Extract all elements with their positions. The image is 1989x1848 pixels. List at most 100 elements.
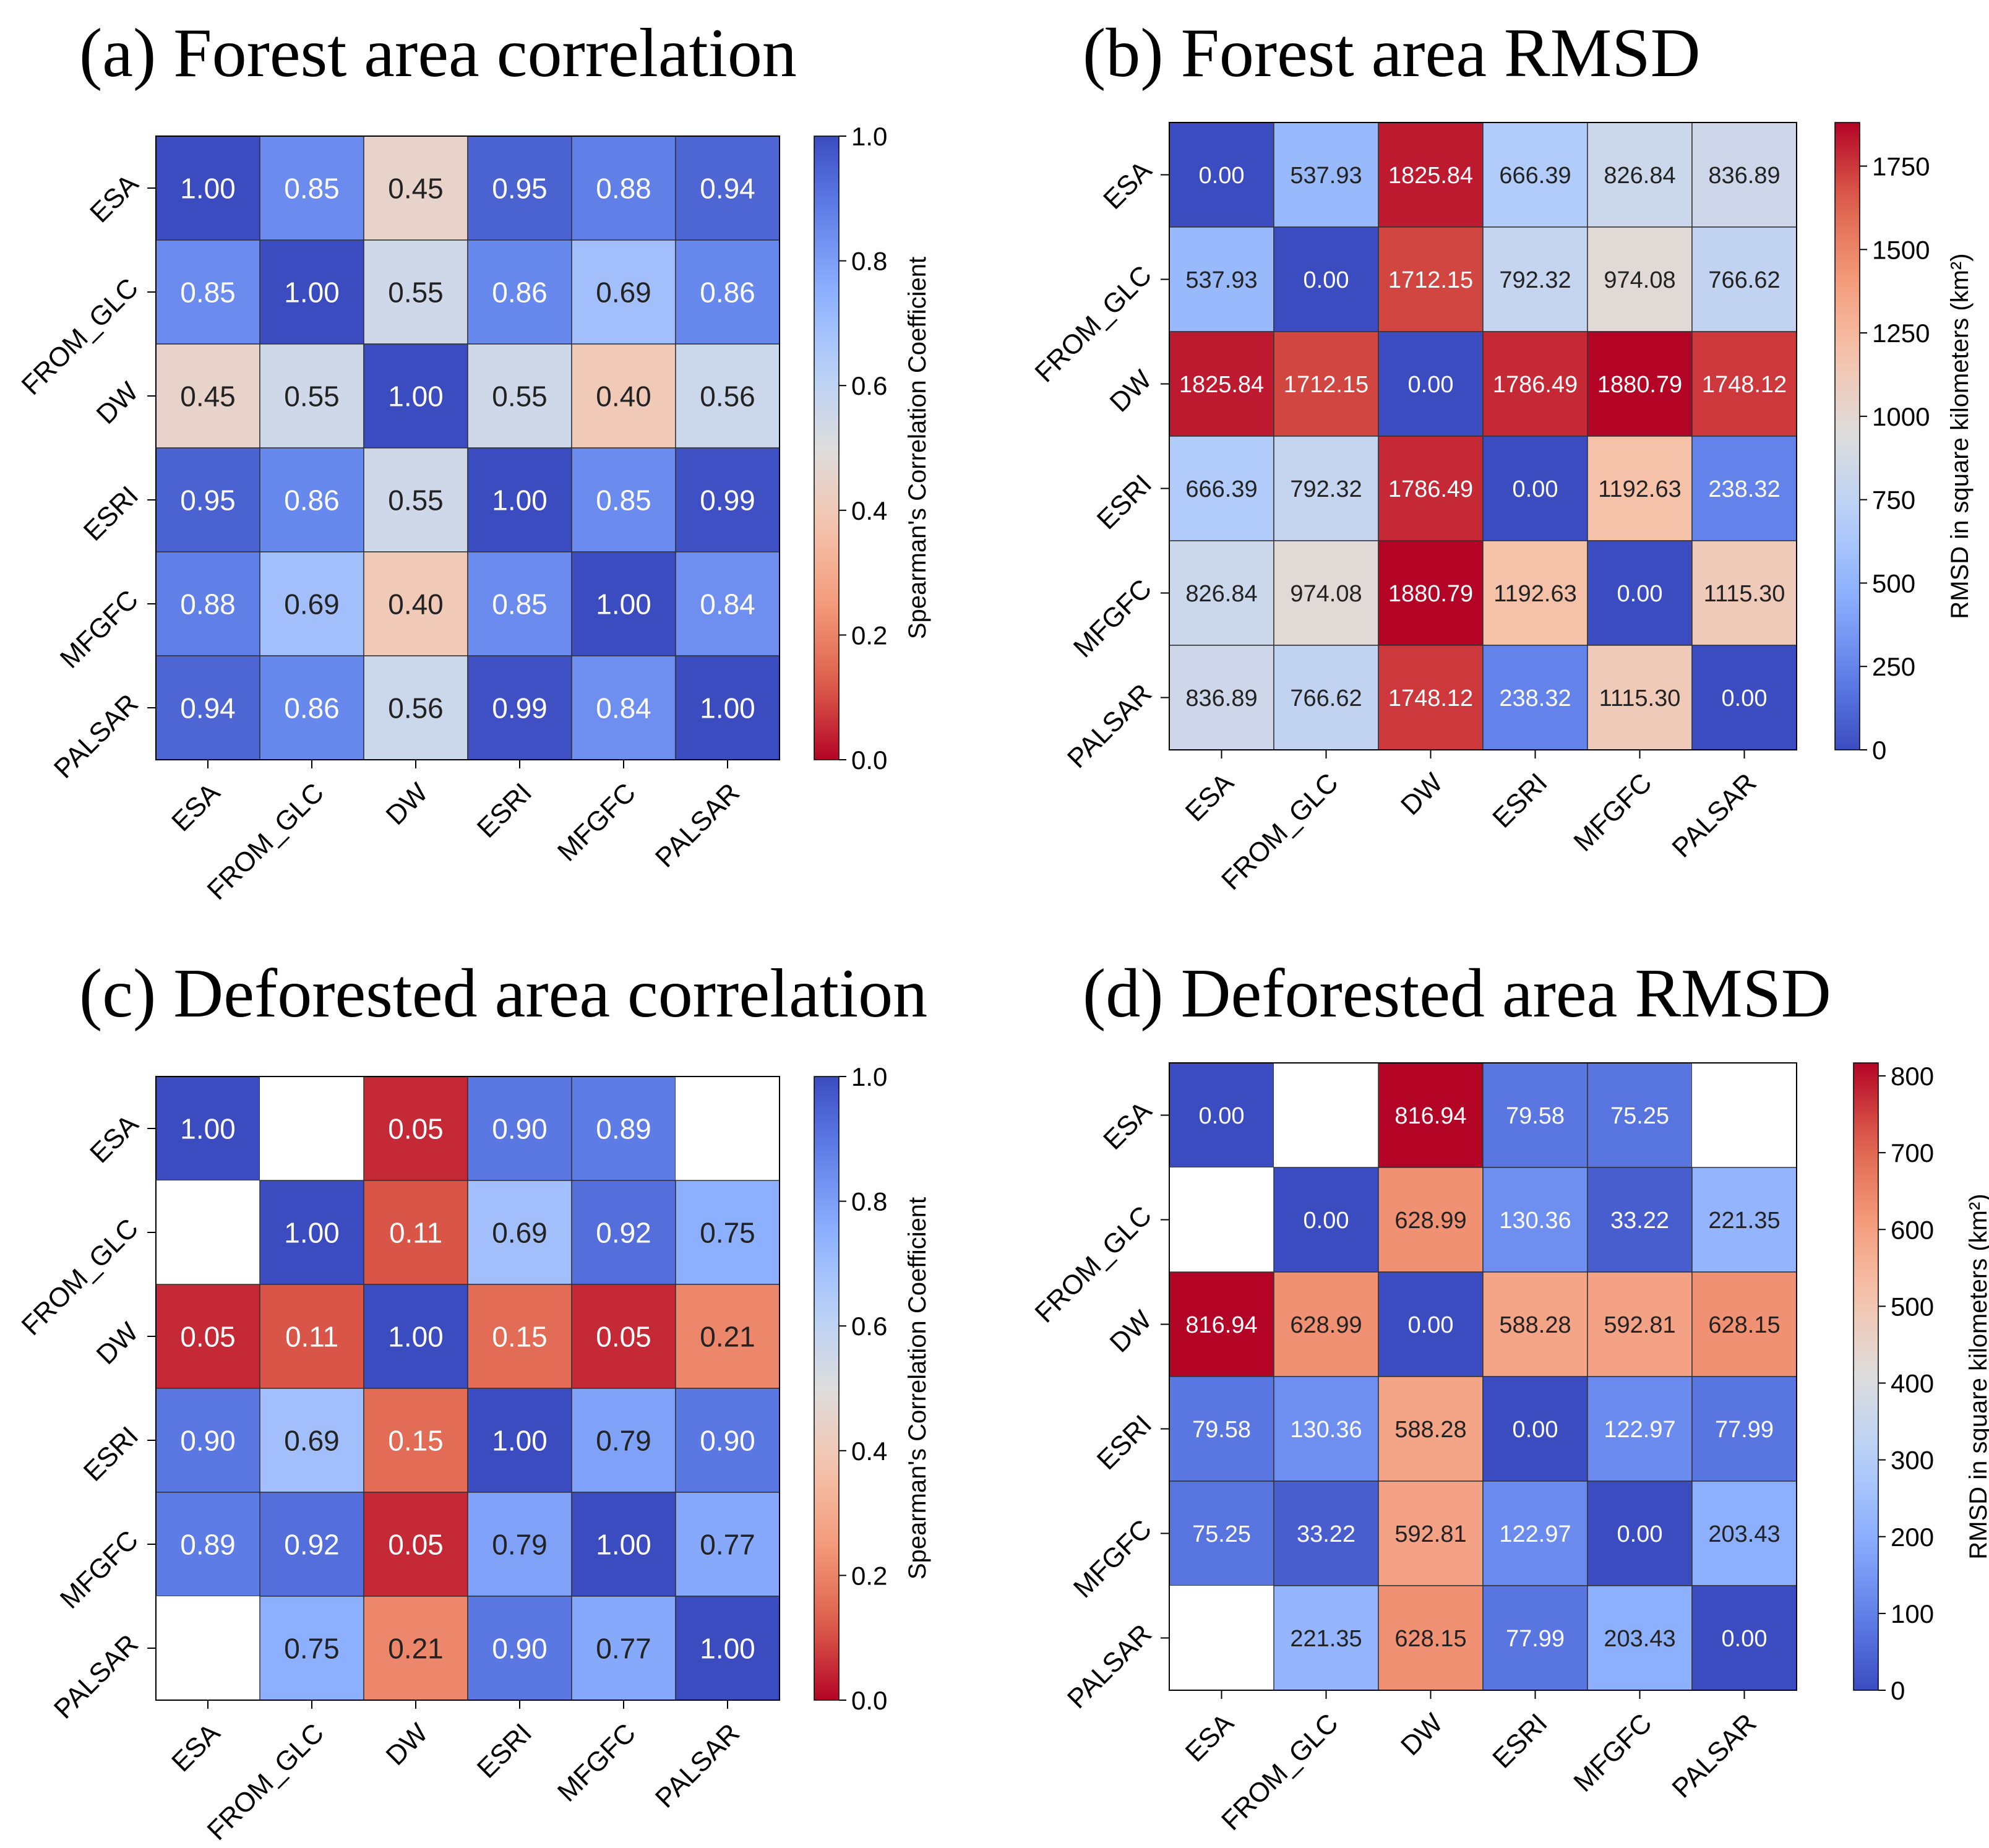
y-tick-label: PALSAR [1062, 678, 1158, 774]
cell-value-label: 0.00 [1199, 163, 1245, 189]
colorbar-tick-label: 500 [1872, 569, 1915, 598]
heatmap-cell [259, 1492, 364, 1597]
y-tick-label: PALSAR [48, 1628, 144, 1724]
y-tick-label: MFGFC [54, 1524, 144, 1614]
heatmap-cell [467, 135, 572, 241]
cell-value-label: 0.99 [700, 484, 755, 517]
x-tick-label: DW [1395, 767, 1449, 821]
panel-c-title: (c) Deforested area correlation [79, 955, 928, 1032]
heatmap-cell [1169, 1586, 1274, 1690]
cell-value-label: 816.94 [1185, 1312, 1257, 1338]
heatmap-cell [363, 1284, 468, 1389]
colorbar-tick-label: 1750 [1872, 152, 1930, 181]
heatmap-cell [675, 343, 780, 449]
cell-value-label: 0.55 [388, 277, 444, 309]
heatmap-cell [1273, 540, 1379, 646]
heatmap-cell [363, 1076, 468, 1181]
cell-value-label: 0.85 [284, 173, 340, 205]
heatmap-cell [571, 1388, 676, 1493]
heatmap-cell [1482, 1271, 1588, 1377]
cell-value-label: 0.00 [1722, 685, 1768, 711]
cell-value-label: 537.93 [1185, 267, 1257, 293]
x-tick-label: MFGFC [552, 1717, 642, 1807]
heatmap-cell [1587, 122, 1693, 228]
cell-value-label: 0.75 [700, 1217, 755, 1249]
cell-value-label: 666.39 [1499, 163, 1571, 189]
colorbar-tick-label: 0.8 [851, 247, 887, 276]
cell-value-label: 666.39 [1185, 476, 1257, 502]
cell-value-label: 0.95 [492, 173, 548, 205]
cell-value-label: 0.15 [388, 1425, 444, 1457]
cell-value-label: 1825.84 [1388, 163, 1473, 189]
heatmap-cell [675, 1596, 780, 1701]
colorbar-tick-label: 1.0 [851, 1062, 887, 1091]
y-tick-label: DW [1104, 1305, 1158, 1359]
heatmap-cell [1691, 1481, 1797, 1586]
cell-value-label: 122.97 [1499, 1521, 1571, 1547]
cell-value-label: 0.90 [492, 1113, 548, 1145]
heatmap-cell [259, 135, 364, 241]
cell-value-label: 0.05 [180, 1321, 236, 1353]
cell-value-label: 0.92 [596, 1217, 651, 1249]
cell-value-label: 0.88 [180, 588, 236, 621]
heatmap-cell [1378, 1585, 1484, 1691]
heatmap-cell [1169, 1167, 1274, 1272]
heatmap-cell [1482, 1167, 1588, 1273]
colorbar-tick-label: 0.2 [851, 621, 887, 650]
colorbar-tick-label: 750 [1872, 486, 1915, 515]
heatmap-border [155, 135, 780, 760]
cell-value-label: 130.36 [1290, 1417, 1362, 1443]
colorbar-tick-label: 0.4 [851, 1437, 887, 1466]
cell-value-label: 1.00 [700, 1633, 755, 1665]
heatmap-cell [1482, 645, 1588, 750]
heatmap-cell [675, 1492, 780, 1597]
y-tick-label: ESA [1098, 155, 1158, 215]
heatmap-cell [1587, 1167, 1693, 1273]
heatmap-cell [156, 1596, 260, 1700]
heatmap-cell [155, 135, 260, 241]
cell-value-label: 1.00 [180, 1113, 236, 1145]
x-tick-label: DW [1395, 1708, 1449, 1761]
cell-value-label: 1.00 [596, 1529, 651, 1561]
heatmap-border [1169, 1062, 1797, 1691]
y-tick-label: ESRI [78, 1420, 144, 1487]
colorbar-tick-label: 0.4 [851, 496, 887, 525]
cell-value-label: 974.08 [1604, 267, 1675, 293]
heatmap-cell [1691, 331, 1797, 437]
cell-value-label: 0.15 [492, 1321, 548, 1353]
heatmap-cell [363, 1388, 468, 1493]
cell-value-label: 122.97 [1604, 1417, 1675, 1443]
cell-value-label: 0.89 [596, 1113, 651, 1145]
heatmap-cell [1169, 1481, 1274, 1586]
colorbar-tick-label: 600 [1891, 1215, 1934, 1244]
colorbar-tick-label: 0.0 [851, 1686, 887, 1715]
cell-value-label: 836.89 [1708, 163, 1780, 189]
cell-value-label: 130.36 [1499, 1208, 1571, 1234]
heatmap-cell [1482, 1376, 1588, 1482]
cell-value-label: 1880.79 [1388, 581, 1473, 607]
cell-value-label: 221.35 [1290, 1626, 1362, 1652]
cell-value-label: 1.00 [492, 1425, 548, 1457]
colorbar-label: RMSD in square kilometers (km²) [1965, 1193, 1989, 1559]
y-tick-label: MFGFC [1068, 574, 1158, 663]
heatmap-cell [1378, 226, 1484, 332]
cell-value-label: 0.69 [492, 1217, 548, 1249]
cell-value-label: 203.43 [1708, 1521, 1780, 1547]
cell-value-label: 0.55 [492, 380, 548, 413]
x-tick-label: ESA [166, 1717, 226, 1777]
heatmap-cell [571, 655, 676, 760]
x-tick-label: ESRI [1487, 767, 1553, 833]
colorbar [814, 135, 840, 760]
colorbar-tick-label: 0.8 [851, 1187, 887, 1216]
cell-value-label: 826.84 [1185, 581, 1257, 607]
heatmap-cell [1169, 645, 1274, 750]
heatmap-cell [1169, 331, 1274, 437]
heatmap-cell [1691, 122, 1797, 228]
heatmap-cell [571, 343, 676, 449]
y-tick-label: PALSAR [48, 688, 144, 784]
cell-value-label: 0.86 [492, 277, 548, 309]
cell-value-label: 1.00 [388, 380, 444, 413]
heatmap-cell [1273, 331, 1379, 437]
heatmap-cell [467, 239, 572, 345]
cell-value-label: 0.94 [180, 692, 236, 724]
